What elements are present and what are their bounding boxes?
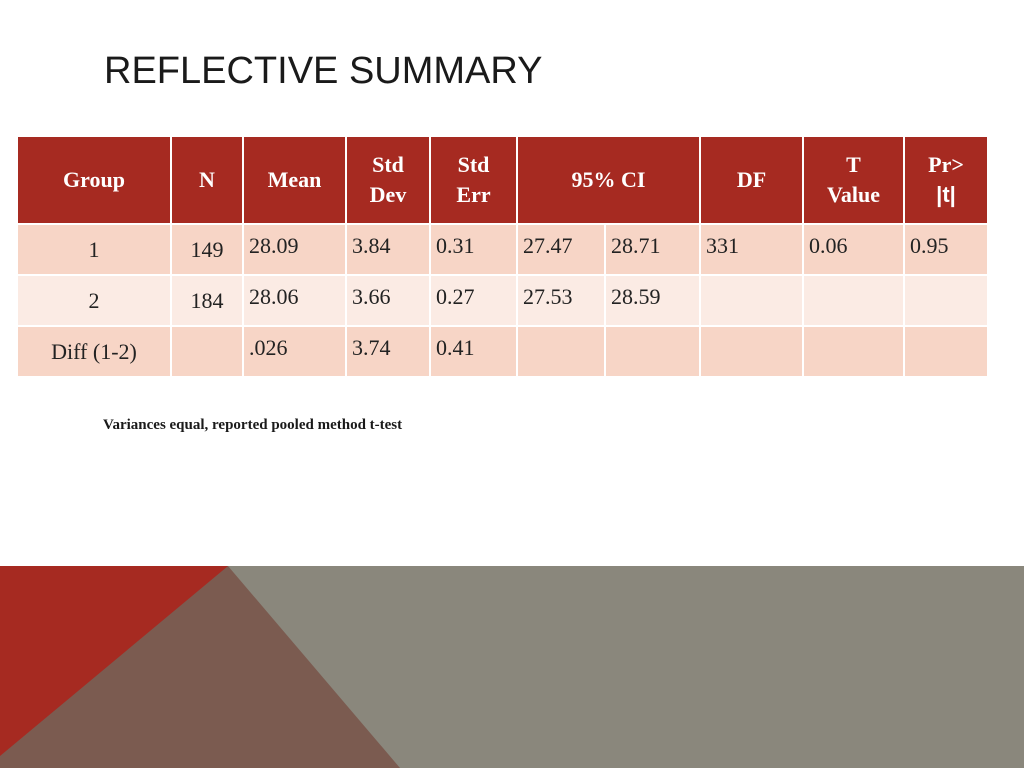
header-ci: 95% CI [518,137,699,223]
slide-title: REFLECTIVE SUMMARY [104,50,543,92]
cell-std-dev: 3.74 [347,327,429,376]
header-mean: Mean [244,137,345,223]
header-std-err-line1: Std [457,152,490,177]
cell-df-value: 331 [706,233,739,258]
cell-pr [905,327,987,376]
header-pr-line1: Pr> [928,152,964,177]
cell-group: 1 [18,225,170,274]
header-pr-line2: |t| [936,182,956,207]
cell-std-dev: 3.84 [347,225,429,274]
cell-ci-low-value: 27.53 [523,284,573,309]
table-row: 1 149 28.09 3.84 0.31 27.47 28.71 331 0.… [18,225,987,274]
cell-std-dev-value: 3.84 [352,233,391,258]
cell-n-value: 149 [190,236,224,262]
cell-pr-value [905,327,987,335]
header-t-value-line2: Value [827,182,880,207]
cell-ci-low-value: 27.47 [523,233,573,258]
header-std-dev: Std Dev [347,137,429,223]
summary-table: Group N Mean Std Dev Std Err 95% CI DF T… [16,135,989,378]
cell-ci-low: 27.47 [518,225,604,274]
decorative-footer-shapes [0,566,1024,768]
header-std-err: Std Err [431,137,516,223]
header-df: DF [701,137,802,223]
table-row: Diff (1-2) .026 3.74 0.41 [18,327,987,376]
cell-pr [905,276,987,325]
cell-std-err-value: 0.31 [436,233,475,258]
header-group: Group [18,137,170,223]
header-std-dev-line2: Dev [369,182,407,207]
header-std-err-line2: Err [456,182,491,207]
cell-mean-value: .026 [249,335,288,360]
table-row: 2 184 28.06 3.66 0.27 27.53 28.59 [18,276,987,325]
cell-df: 331 [701,225,802,274]
cell-ci-low [518,327,604,376]
cell-ci-high-value [606,327,699,335]
header-t-value-line1: T [846,152,861,177]
cell-std-err-value: 0.41 [436,335,475,360]
cell-mean: 28.06 [244,276,345,325]
header-n: N [172,137,242,223]
cell-t-value: 0.06 [804,225,903,274]
cell-std-err: 0.41 [431,327,516,376]
cell-n [172,327,242,376]
cell-n: 149 [172,225,242,274]
cell-group-value: 1 [88,236,100,262]
cell-pr-value: 0.95 [910,233,949,258]
cell-ci-low: 27.53 [518,276,604,325]
cell-ci-high: 28.71 [606,225,699,274]
cell-ci-high [606,327,699,376]
cell-mean: .026 [244,327,345,376]
cell-ci-low-value [518,327,604,335]
cell-ci-high-value: 28.71 [611,233,661,258]
cell-t-value-value: 0.06 [809,233,848,258]
cell-df [701,327,802,376]
cell-group: Diff (1-2) [18,327,170,376]
table-header-row: Group N Mean Std Dev Std Err 95% CI DF T… [18,137,987,223]
cell-std-dev-value: 3.66 [352,284,391,309]
cell-mean-value: 28.09 [249,233,299,258]
cell-n-value: 184 [190,287,224,313]
table-footnote: Variances equal, reported pooled method … [103,417,403,433]
cell-group: 2 [18,276,170,325]
cell-ci-high-value: 28.59 [611,284,661,309]
cell-group-value: Diff (1-2) [51,338,137,364]
cell-t-value-value [804,276,903,284]
cell-pr-value [905,276,987,284]
cell-mean: 28.09 [244,225,345,274]
cell-t-value [804,276,903,325]
footer-red-triangle [0,566,228,756]
cell-pr: 0.95 [905,225,987,274]
cell-std-dev: 3.66 [347,276,429,325]
cell-std-err: 0.31 [431,225,516,274]
cell-df [701,276,802,325]
cell-n: 184 [172,276,242,325]
cell-std-dev-value: 3.74 [352,335,391,360]
cell-ci-high: 28.59 [606,276,699,325]
cell-t-value-value [804,327,903,335]
cell-group-value: 2 [88,287,100,313]
cell-t-value [804,327,903,376]
header-t-value: T Value [804,137,903,223]
cell-mean-value: 28.06 [249,284,299,309]
cell-df-value [701,327,802,335]
cell-df-value [701,276,802,284]
header-std-dev-line1: Std [372,152,404,177]
header-pr: Pr> |t| [905,137,987,223]
cell-std-err-value: 0.27 [436,284,475,309]
cell-std-err: 0.27 [431,276,516,325]
